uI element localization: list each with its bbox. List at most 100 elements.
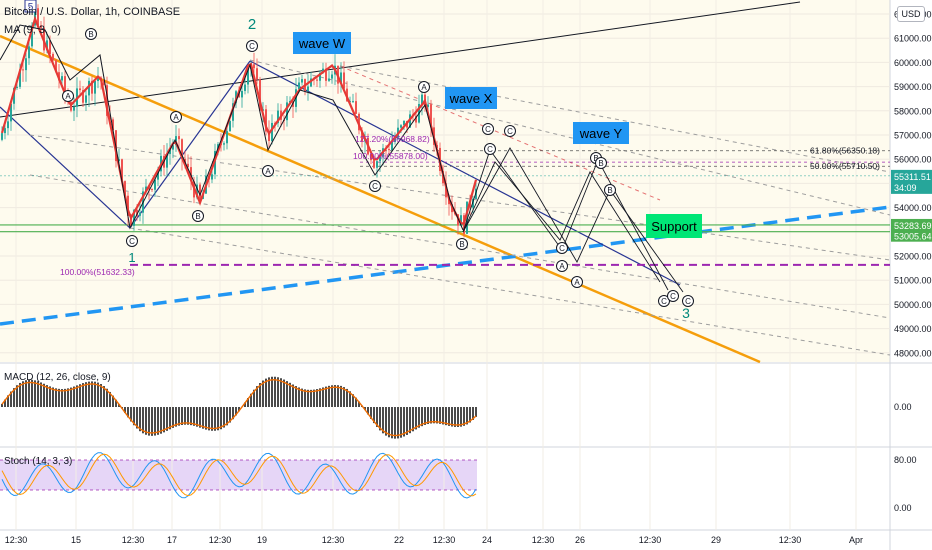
macd-bar [4,399,6,407]
macd-bar [334,385,336,407]
wave-channel-line [129,60,251,229]
macd-bar [451,407,453,427]
wave-5-box [24,0,37,13]
symbol-title[interactable]: Bitcoin / U.S. Dollar, 1h, COINBASE [4,6,181,18]
candle-body [322,68,324,73]
wave-circle-label [456,238,468,250]
macd-bar [82,383,84,407]
candle-body [307,86,309,91]
candle-body [91,80,93,94]
wave-circle-text: A [421,83,427,92]
candle-body [427,104,429,108]
stoch-legend[interactable]: Stoch (14, 3, 3) [4,456,73,467]
ma-legend[interactable]: MA (9, 3, 0) [4,24,61,36]
price-tick-label: 57000.00 [894,131,932,141]
current-price-badge-bg [891,169,932,194]
macd-bar [205,407,207,430]
macd-bar [100,384,102,407]
macd-bar [229,407,231,423]
macd-bar [400,407,402,438]
candle-body [268,131,270,141]
macd-bar [379,407,381,431]
candle-body [25,58,27,71]
candle-body [139,212,141,216]
macd-bar [85,382,87,407]
candle-body [46,40,48,51]
macd-bar [79,384,81,407]
macd-bar [97,382,99,407]
macd-bar [10,391,12,407]
stoch-top-tick: 80.00 [894,455,917,465]
macd-bar [235,407,237,416]
macd-bar [139,407,141,432]
macd-bar [58,388,60,407]
macd-bar [457,407,459,427]
wave-circle-text: C [685,297,691,306]
macd-bar [262,380,264,407]
macd-bar [445,407,447,426]
candle-body [64,76,66,94]
currency-button[interactable]: USD [897,6,925,22]
price-tick-label: 60000.00 [894,58,932,68]
macd-bar [106,388,108,407]
price-axis: 62000.0061000.0060000.0059000.0058000.00… [891,10,932,513]
stoch-band [0,460,477,490]
candle-body [430,104,432,128]
macd-bar [310,389,312,407]
macd-bar [220,407,222,430]
macd-bar [391,407,393,439]
wave-circle-label [595,157,607,169]
candle-body [400,125,402,128]
candle-body [97,77,99,82]
candle-body [178,136,180,140]
candle-body [187,163,189,168]
macd-bar [346,388,348,407]
wave-circle-label [192,210,204,222]
macd-bar [175,407,177,427]
macd-bar [136,407,138,429]
stoch-d-line [1,453,477,497]
macd-bar [52,387,54,407]
candle-body [415,115,417,123]
macd-bar [178,407,180,426]
candle-body [199,184,201,199]
time-tick-label: 19 [257,535,267,545]
candle-body [196,184,198,198]
candle-body [181,139,183,159]
candle-body [265,109,267,132]
macd-bar [1,403,3,407]
ma-line [0,15,478,231]
time-tick-label: 12:30 [779,535,802,545]
macd-bar [463,407,465,426]
macd-bar [433,407,435,424]
macd-bar [388,407,390,438]
wave-channel-line [0,106,131,229]
candle-body [379,156,381,162]
candle-body [103,80,105,86]
candle-body [211,174,213,180]
wave-circle-text: B [607,186,612,195]
wave-circle-text: C [661,297,667,306]
candle-body [31,25,33,47]
wave-circle-text: C [487,145,493,154]
macd-bar [289,382,291,407]
candle-body [331,74,333,79]
macd-bar [211,407,213,431]
candle-body [55,60,57,73]
stoch-k-line [1,452,477,499]
wave-circle-label [85,28,97,40]
macd-bar [454,407,456,427]
wave-circle-label [482,123,494,135]
macd-legend[interactable]: MACD (12, 26, close, 9) [4,372,111,383]
candle-body [247,69,249,85]
macd-bar [172,407,174,428]
price-tick-label: 49000.00 [894,324,932,334]
candle-body [121,159,123,182]
candle-body [79,88,81,91]
macd-bar [466,407,468,425]
macd-bar [385,407,387,436]
candle-body [370,154,372,161]
candle-body [319,72,321,81]
